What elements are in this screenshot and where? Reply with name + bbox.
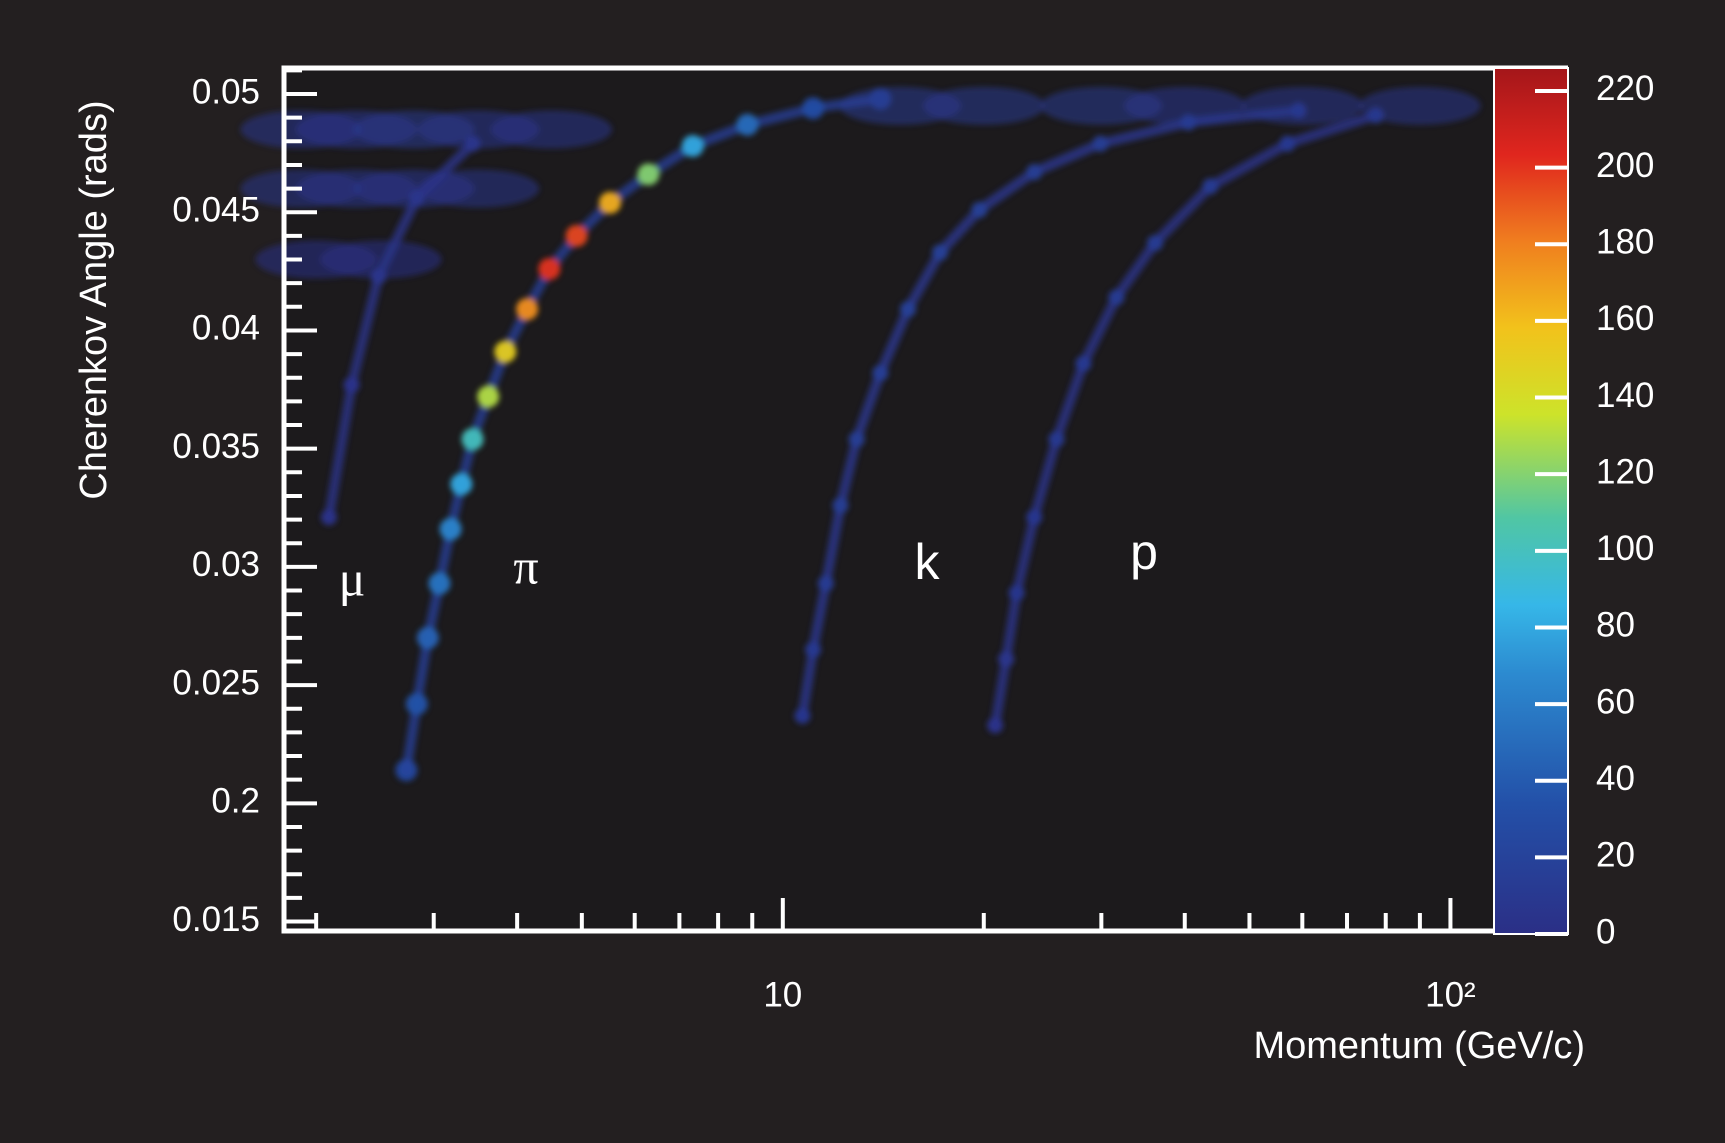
heat-cell bbox=[320, 509, 337, 526]
heat-cell bbox=[869, 87, 892, 110]
heat-cell bbox=[1040, 86, 1163, 125]
heat-cell bbox=[681, 135, 704, 158]
heat-cell bbox=[1279, 135, 1296, 152]
heat-cell bbox=[417, 169, 540, 208]
y-tick-label: 0.05 bbox=[192, 72, 260, 111]
y-tick-label: 0.04 bbox=[192, 309, 260, 348]
heat-cell bbox=[987, 717, 1004, 734]
heat-cell bbox=[805, 641, 822, 658]
colorbar-tick-label: 120 bbox=[1596, 452, 1654, 491]
heat-cell bbox=[343, 376, 360, 393]
heat-cell bbox=[428, 572, 451, 595]
heat-cell bbox=[637, 163, 660, 186]
heat-cell bbox=[439, 518, 462, 541]
colorbar-tick-label: 0 bbox=[1596, 912, 1615, 951]
series-label: μ bbox=[339, 550, 366, 606]
heat-cell bbox=[320, 240, 442, 279]
heatmap bbox=[240, 86, 1481, 782]
heat-cell bbox=[817, 575, 834, 592]
heat-cell bbox=[1026, 164, 1043, 181]
heat-cell bbox=[932, 244, 949, 261]
y-tick-label: 0.035 bbox=[172, 427, 260, 466]
colorbar-tick-label: 200 bbox=[1596, 146, 1654, 185]
series-label: p bbox=[1130, 524, 1158, 580]
y-tick-label: 0.045 bbox=[172, 190, 260, 229]
heat-cell bbox=[1290, 102, 1307, 119]
colorbar-tick-label: 220 bbox=[1596, 69, 1654, 108]
y-tick-label: 0.03 bbox=[192, 545, 260, 584]
heat-cell bbox=[1008, 584, 1025, 601]
heat-cell bbox=[1147, 234, 1164, 251]
colorbar-tick-label: 160 bbox=[1596, 299, 1654, 338]
heat-cell bbox=[922, 86, 1045, 125]
heat-cell bbox=[848, 431, 865, 448]
colorbar-tick-label: 80 bbox=[1596, 606, 1635, 645]
heat-cell bbox=[794, 707, 811, 724]
heat-cell bbox=[598, 191, 621, 214]
heat-cell bbox=[1026, 509, 1043, 526]
series-label: π bbox=[513, 538, 538, 594]
heat-cell bbox=[1092, 135, 1109, 152]
series-label: k bbox=[915, 534, 941, 590]
axis-frame bbox=[281, 65, 1568, 934]
heat-cell bbox=[1180, 114, 1197, 131]
heat-cell bbox=[538, 257, 561, 280]
heat-cell bbox=[872, 365, 889, 382]
heat-cell bbox=[900, 301, 917, 318]
heat-cell bbox=[998, 651, 1015, 668]
heat-cell bbox=[370, 268, 387, 285]
heat-cell bbox=[461, 428, 484, 451]
heat-cell bbox=[395, 759, 418, 782]
x-tick-label: 10² bbox=[1425, 975, 1476, 1014]
heat-cell bbox=[405, 693, 428, 716]
heat-cell bbox=[477, 385, 500, 408]
heat-cell bbox=[736, 113, 759, 136]
y-tick-label: 0.025 bbox=[172, 663, 260, 702]
heat-cell bbox=[1359, 86, 1481, 125]
colorbar-tick-label: 180 bbox=[1596, 223, 1654, 262]
heat-cell bbox=[1202, 178, 1219, 195]
heat-cell bbox=[1075, 355, 1092, 372]
heat-cell bbox=[565, 224, 588, 247]
heat-cell bbox=[1367, 107, 1384, 124]
heat-cell bbox=[416, 626, 439, 649]
heat-cell bbox=[490, 110, 613, 149]
colorbar-tick-label: 100 bbox=[1596, 529, 1654, 568]
heat-cell bbox=[450, 473, 473, 496]
x-axis-title: Momentum (GeV/c) bbox=[1253, 1025, 1585, 1067]
colorbar-tick-label: 60 bbox=[1596, 682, 1635, 721]
heat-cell bbox=[494, 340, 517, 363]
y-axis-title: Cherenkov Angle (rads) bbox=[73, 100, 115, 499]
colorbar-tick-label: 140 bbox=[1596, 376, 1654, 415]
x-tick-label: 10 bbox=[763, 975, 802, 1014]
colorbar-tick-label: 40 bbox=[1596, 759, 1635, 798]
colorbar bbox=[1493, 67, 1569, 935]
heat-cell bbox=[971, 201, 988, 218]
heat-cell bbox=[408, 190, 425, 207]
heat-cell bbox=[516, 298, 539, 321]
plot-area bbox=[284, 68, 1568, 931]
y-tick-label: 0.2 bbox=[211, 782, 260, 821]
y-tick-label: 0.015 bbox=[172, 900, 260, 939]
heat-cell bbox=[832, 497, 849, 514]
heat-cell bbox=[1108, 289, 1125, 306]
heat-cell bbox=[1048, 431, 1065, 448]
colorbar-tick-label: 20 bbox=[1596, 836, 1635, 875]
heat-cell bbox=[802, 97, 825, 120]
heat-cell bbox=[464, 135, 481, 152]
